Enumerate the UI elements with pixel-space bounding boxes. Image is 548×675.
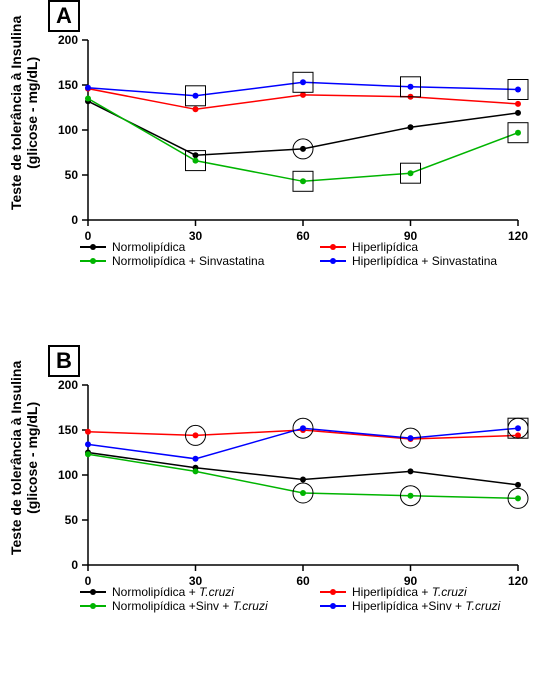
panel-b: B Teste de tolerância à Insulina (glicos… — [0, 345, 548, 675]
legend-line-icon — [320, 605, 346, 607]
svg-text:50: 50 — [65, 168, 79, 182]
legend-item: Normolipídica — [80, 240, 280, 254]
legend-a: NormolipídicaHiperlipídicaNormolipídica … — [80, 240, 520, 268]
legend-marker-icon — [330, 603, 336, 609]
page: A Teste de tolerância à Insulina (glicos… — [0, 0, 548, 675]
legend-item: Normolipídica + Sinvastatina — [80, 254, 280, 268]
legend-label: Normolipídica +Sinv + T.cruzi — [112, 599, 268, 613]
panel-a: A Teste de tolerância à Insulina (glicos… — [0, 0, 548, 330]
legend-label: Hiperlipídica +Sinv + T.cruzi — [352, 599, 500, 613]
svg-text:100: 100 — [58, 123, 78, 137]
legend-line-icon — [80, 246, 106, 248]
legend-label: Hiperlipídica + T.cruzi — [352, 585, 467, 599]
svg-text:100: 100 — [58, 468, 78, 482]
legend-item: Hiperlipídica — [320, 240, 520, 254]
legend-marker-icon — [90, 603, 96, 609]
legend-line-icon — [320, 591, 346, 593]
legend-marker-icon — [90, 589, 96, 595]
svg-text:150: 150 — [58, 78, 78, 92]
svg-text:200: 200 — [58, 33, 78, 47]
svg-text:0: 0 — [71, 558, 78, 572]
legend-label: Normolipídica + Sinvastatina — [112, 254, 264, 268]
legend-marker-icon — [90, 258, 96, 264]
chart-a: 0501001502000306090120 — [0, 10, 548, 250]
legend-label: Hiperlipídica + Sinvastatina — [352, 254, 497, 268]
legend-label: Normolipídica — [112, 240, 185, 254]
legend-line-icon — [80, 260, 106, 262]
legend-label: Hiperlipídica — [352, 240, 418, 254]
legend-marker-icon — [330, 244, 336, 250]
legend-marker-icon — [330, 258, 336, 264]
legend-line-icon — [320, 246, 346, 248]
legend-line-icon — [80, 591, 106, 593]
legend-marker-icon — [90, 244, 96, 250]
legend-item: Normolipídica +Sinv + T.cruzi — [80, 599, 280, 613]
legend-item: Hiperlipídica + T.cruzi — [320, 585, 520, 599]
legend-row: Normolipídica + Sinvastatina Hiperlipídic… — [80, 254, 520, 268]
chart-b: 0501001502000306090120 — [0, 355, 548, 595]
svg-text:200: 200 — [58, 378, 78, 392]
legend-b: Normolipídica + T.cruzi Hiperlipídica + T… — [80, 585, 520, 613]
legend-row: Normolipídica + T.cruzi Hiperlipídica + T… — [80, 585, 520, 599]
legend-item: Normolipídica + T.cruzi — [80, 585, 280, 599]
legend-row: Normolipídica +Sinv + T.cruzi Hiperlipídi… — [80, 599, 520, 613]
legend-line-icon — [80, 605, 106, 607]
legend-row: Normolipídica Hiperlipídica — [80, 240, 520, 254]
legend-marker-icon — [330, 589, 336, 595]
legend-item: Hiperlipídica + Sinvastatina — [320, 254, 520, 268]
legend-label: Normolipídica + T.cruzi — [112, 585, 234, 599]
legend-item: Hiperlipídica +Sinv + T.cruzi — [320, 599, 520, 613]
svg-text:0: 0 — [71, 213, 78, 227]
legend-line-icon — [320, 260, 346, 262]
svg-text:50: 50 — [65, 513, 79, 527]
svg-text:150: 150 — [58, 423, 78, 437]
